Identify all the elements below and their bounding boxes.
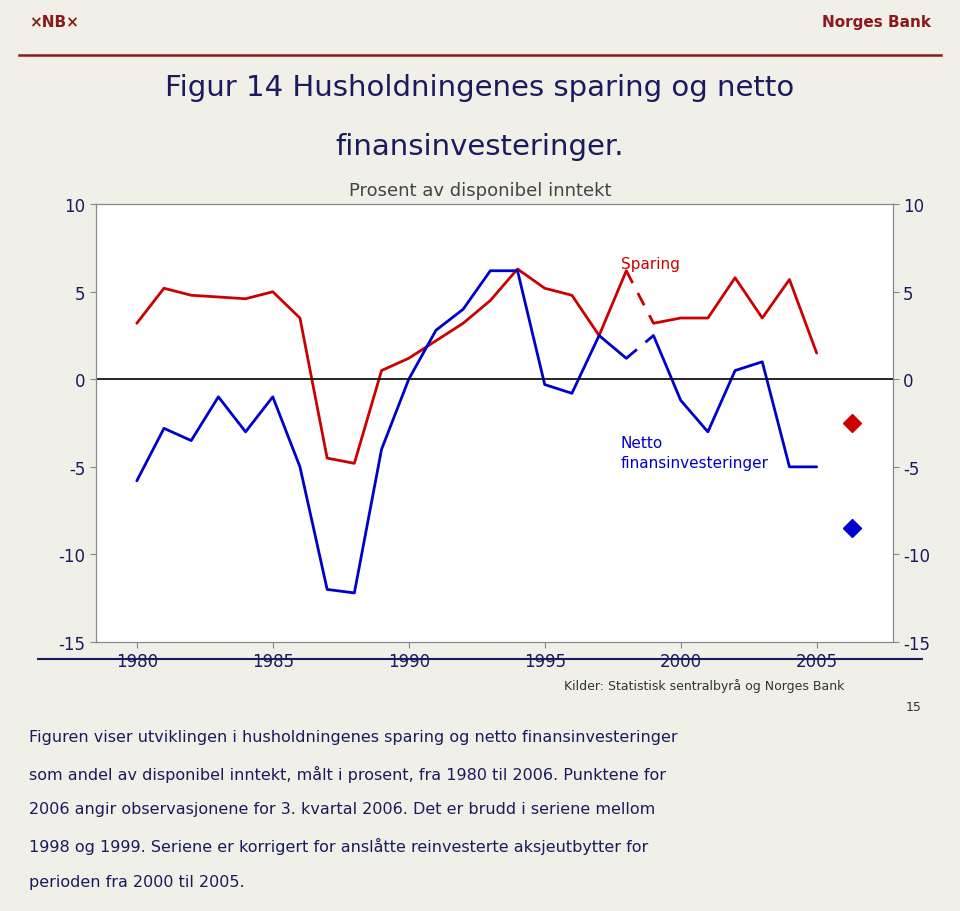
Text: Figuren viser utviklingen i husholdningenes sparing og netto finansinvesteringer: Figuren viser utviklingen i husholdninge… xyxy=(29,729,678,743)
Text: Prosent av disponibel inntekt: Prosent av disponibel inntekt xyxy=(348,181,612,200)
Text: perioden fra 2000 til 2005.: perioden fra 2000 til 2005. xyxy=(29,874,245,889)
Text: Sparing: Sparing xyxy=(621,257,680,272)
Text: 15: 15 xyxy=(905,701,922,713)
Text: ×NB×: ×NB× xyxy=(29,15,79,30)
Text: finansinvesteringer.: finansinvesteringer. xyxy=(336,133,624,160)
Text: 1998 og 1999. Seriene er korrigert for anslåtte reinvesterte aksjeutbytter for: 1998 og 1999. Seriene er korrigert for a… xyxy=(29,837,648,855)
Text: som andel av disponibel inntekt, målt i prosent, fra 1980 til 2006. Punktene for: som andel av disponibel inntekt, målt i … xyxy=(29,765,666,782)
Text: 2006 angir observasjonene for 3. kvartal 2006. Det er brudd i seriene mellom: 2006 angir observasjonene for 3. kvartal… xyxy=(29,802,655,816)
Text: Netto
finansinvesteringer: Netto finansinvesteringer xyxy=(621,436,769,471)
Text: Figur 14 Husholdningenes sparing og netto: Figur 14 Husholdningenes sparing og nett… xyxy=(165,74,795,101)
Text: Norges Bank: Norges Bank xyxy=(822,15,931,30)
Text: Kilder: Statistisk sentralbyrå og Norges Bank: Kilder: Statistisk sentralbyrå og Norges… xyxy=(564,678,845,692)
